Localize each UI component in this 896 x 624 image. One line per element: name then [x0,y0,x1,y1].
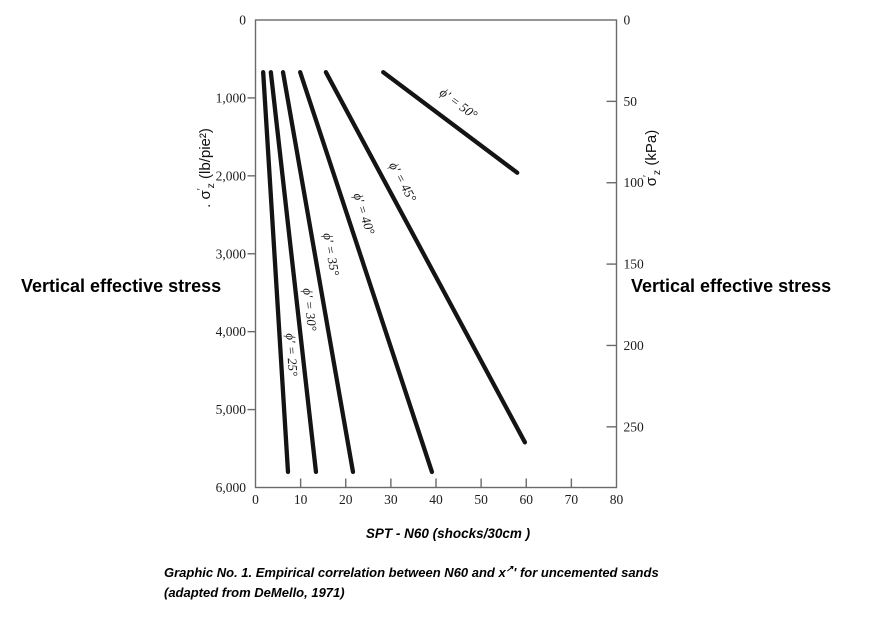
y-right-axis-title-sigma: σ [643,176,660,186]
x-tick-label: 30 [384,492,398,507]
y-right-tick-label: 200 [624,338,645,353]
y-left-tick-label: 4,000 [216,324,247,339]
curve-line-35 [280,70,356,475]
y-left-tick-label: 5,000 [216,402,247,417]
curve-line-50 [381,70,520,175]
caption-line1: Graphic No. 1. Empirical correlation bet… [164,563,764,583]
right-vertical-effective-stress-label: Vertical effective stress [631,276,832,296]
y-right-tick-label: 50 [624,94,638,109]
y-left-axis-title-prime: ′ [196,188,207,190]
x-tick-label: 20 [339,492,353,507]
x-tick-label: 70 [565,492,579,507]
curve-line-40 [298,70,435,475]
x-tick-label: 80 [610,492,624,507]
curve-label-40: ϕ′ = 40° [350,191,378,237]
left-vertical-effective-stress-label: Vertical effective stress [21,276,222,296]
x-tick-label: 60 [520,492,534,507]
y-left-axis-title-unit: (lb/pie²) [197,128,214,183]
curve-line-45 [323,70,528,445]
y-left-axis-title-sigma: . σ [197,190,214,208]
y-left-axis-title: . σ′z (lb/pie²) [196,128,217,208]
curve-label-30: ϕ′ = 30° [300,287,320,331]
curve-label-25: ϕ′ = 25° [283,333,301,377]
y-left-tick-label: 6,000 [216,480,247,495]
y-right-axis-title-unit: (kPa) [643,130,660,170]
y-right-tick-label: 150 [624,257,645,272]
y-left-axis-title-subscript: z [205,183,217,188]
x-tick-label: 50 [474,492,488,507]
curve-line-30 [268,70,319,475]
y-left-tick-label: 3,000 [216,246,247,261]
x-tick-label: 10 [294,492,308,507]
x-tick-label: 0 [252,492,259,507]
y-right-tick-label: 0 [624,13,631,28]
y-right-axis-title-prime: ′ [642,175,653,177]
figure-caption: Graphic No. 1. Empirical correlation bet… [164,563,764,603]
caption-line2: (adapted from DeMello, 1971) [164,585,345,600]
symbol-prime: ' [513,565,517,580]
symbol-arrow-superscript: ↗ [505,563,514,574]
curve-label-35: ϕ′ = 35° [320,232,342,277]
caption-text-after-symbol: for uncemented sands [516,565,659,580]
y-left-tick-label: 0 [239,13,246,28]
y-right-axis-title-subscript: z [651,170,663,175]
y-left-tick-label: 2,000 [216,168,247,183]
x-axis-title: SPT - N60 (shocks/30cm ) [365,526,531,541]
symbol-base: x [498,565,506,580]
curve-line-25 [261,70,291,475]
y-right-tick-label: 100 [624,175,645,190]
caption-text-before-symbol: Graphic No. 1. Empirical correlation bet… [164,565,499,580]
y-right-tick-label: 250 [624,419,645,434]
y-left-tick-label: 1,000 [216,90,247,105]
y-right-axis-title: σ′z (kPa) [642,130,663,186]
x-tick-label: 40 [429,492,443,507]
phi-symbol-glyph: x↗' [498,563,517,580]
